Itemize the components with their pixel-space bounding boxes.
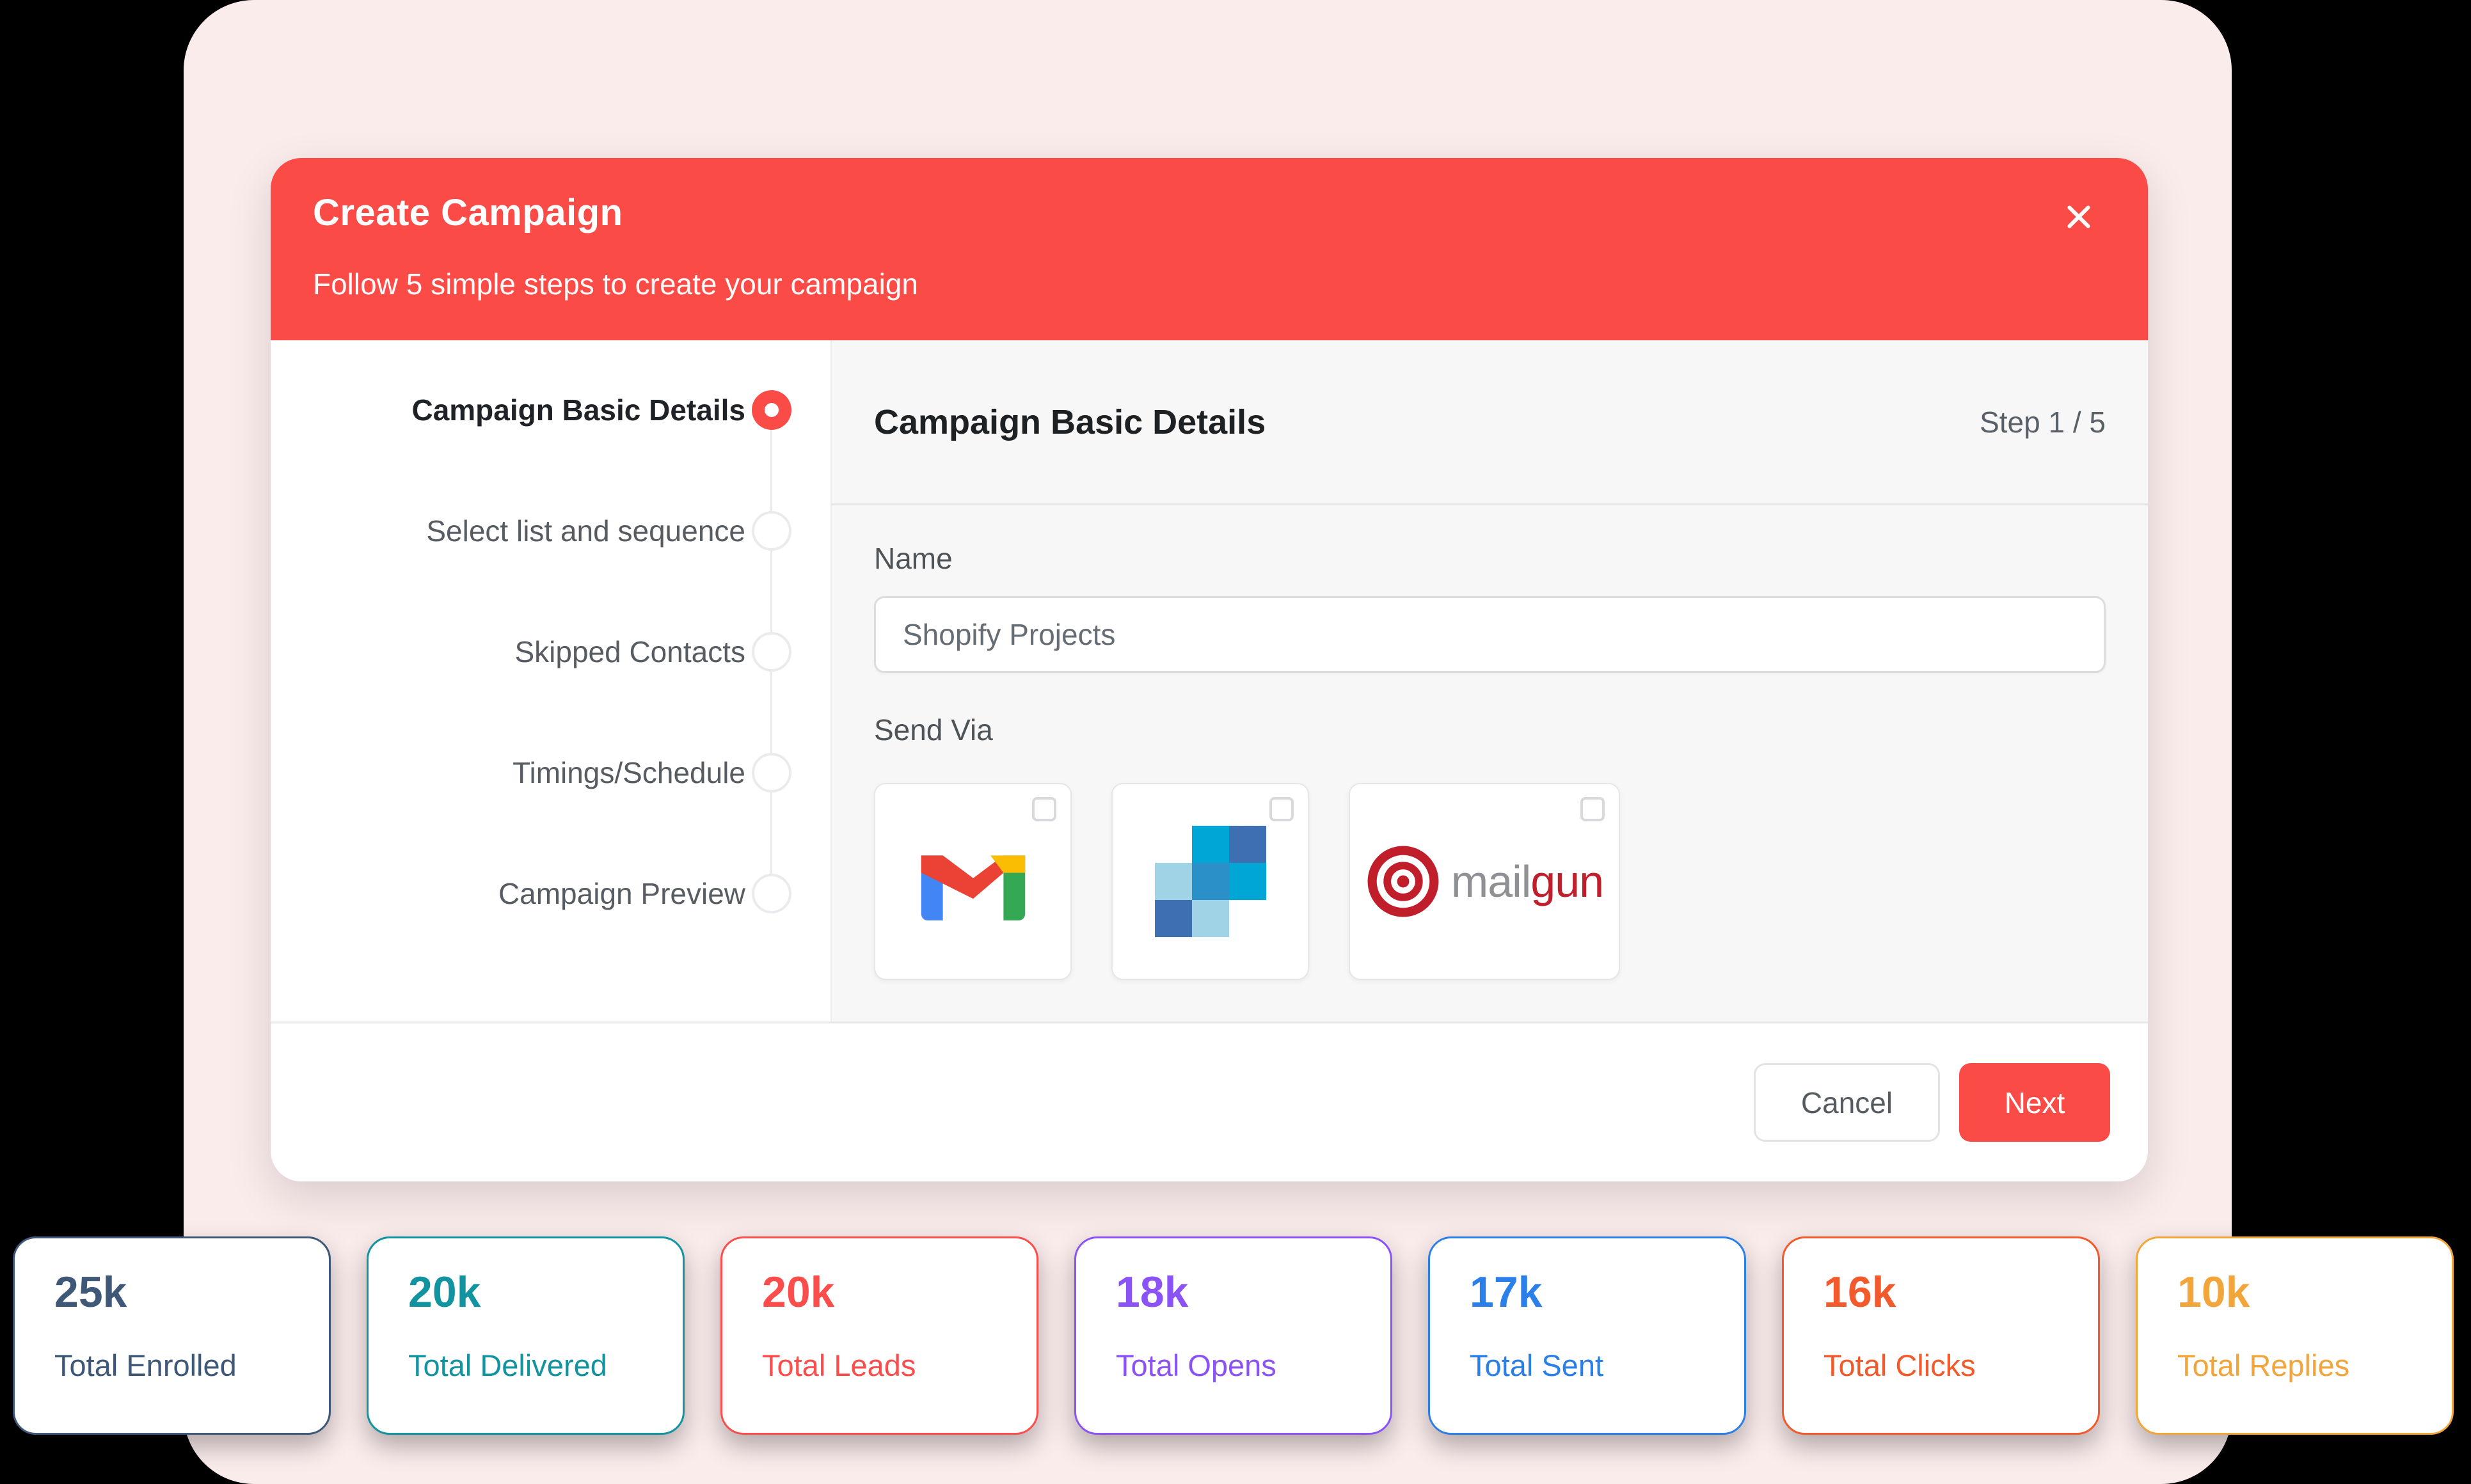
cancel-button[interactable]: Cancel [1754, 1063, 1940, 1142]
wizard-step-campaign-preview[interactable]: Campaign Preview [271, 874, 832, 913]
provider-checkbox[interactable] [1032, 797, 1056, 821]
step-circle-icon [752, 874, 791, 913]
stat-card-total-delivered: 20k Total Delivered [367, 1236, 685, 1435]
wizard-step-timings-schedule[interactable]: Timings/Schedule [271, 753, 832, 793]
close-icon [2067, 205, 2090, 228]
send-via-label: Send Via [874, 713, 993, 746]
step-label: Select list and sequence [426, 514, 745, 548]
mailgun-wordmark-gun: gun [1530, 856, 1604, 906]
stat-value: 25k [54, 1268, 127, 1316]
step-circle-icon [752, 632, 791, 672]
wizard-step-skipped-contacts[interactable]: Skipped Contacts [271, 632, 832, 672]
content-heading: Campaign Basic Details [874, 402, 1266, 441]
step-indicator: Step 1 / 5 [1980, 405, 2106, 439]
wizard-steps-panel: Campaign Basic Details Select list and s… [271, 340, 832, 1022]
create-campaign-modal: Create Campaign Follow 5 simple steps to… [271, 158, 2148, 1181]
stat-value: 17k [1470, 1268, 1543, 1316]
wizard-step-campaign-basic-details[interactable]: Campaign Basic Details [271, 390, 832, 430]
mailgun-logo: mailgun [1365, 844, 1604, 919]
gmail-icon [921, 855, 1025, 920]
step-circle-icon [752, 753, 791, 793]
modal-footer: Cancel Next [271, 1022, 2148, 1181]
stat-card-total-leads: 20k Total Leads [720, 1236, 1038, 1435]
campaign-name-input[interactable] [874, 596, 2106, 673]
step-label: Timings/Schedule [512, 756, 745, 789]
stat-label: Total Sent [1470, 1348, 1604, 1382]
modal-body: Campaign Basic Details Select list and s… [271, 340, 2148, 1022]
step-circle-icon [752, 511, 791, 551]
step-label: Campaign Basic Details [411, 393, 745, 427]
modal-subtitle: Follow 5 simple steps to create your cam… [313, 267, 918, 301]
close-button[interactable] [2060, 198, 2098, 236]
modal-title: Create Campaign [313, 192, 623, 233]
stat-value: 18k [1116, 1268, 1189, 1316]
mailgun-at-icon [1367, 846, 1439, 917]
provider-checkbox[interactable] [1580, 797, 1605, 821]
modal-header: Create Campaign Follow 5 simple steps to… [271, 158, 2148, 340]
stat-card-total-enrolled: 25k Total Enrolled [13, 1236, 331, 1435]
stat-label: Total Delivered [408, 1348, 607, 1382]
content-header: Campaign Basic Details Step 1 / 5 [832, 340, 2148, 505]
next-button[interactable]: Next [1959, 1063, 2110, 1142]
stat-label: Total Enrolled [54, 1348, 237, 1382]
stat-label: Total Opens [1116, 1348, 1276, 1382]
campaign-basic-details-form: Name Send Via [832, 505, 2148, 980]
step-label: Campaign Preview [498, 877, 745, 910]
send-via-provider-row: mailgun [874, 783, 2106, 980]
stat-label: Total Replies [2177, 1348, 2350, 1382]
stat-card-total-sent: 17k Total Sent [1428, 1236, 1746, 1435]
stat-label: Total Leads [762, 1348, 916, 1382]
mailgun-wordmark-mail: mail [1450, 856, 1531, 906]
provider-card-mailgun[interactable]: mailgun [1349, 783, 1620, 980]
stat-card-total-clicks: 16k Total Clicks [1782, 1236, 2100, 1435]
name-field-label: Name [874, 542, 953, 575]
step-content-panel: Campaign Basic Details Step 1 / 5 Name S… [832, 340, 2148, 1022]
stat-card-total-opens: 18k Total Opens [1074, 1236, 1392, 1435]
mailgun-wordmark: mailgun [1450, 856, 1604, 907]
stat-card-total-replies: 10k Total Replies [2136, 1236, 2454, 1435]
stat-value: 20k [762, 1268, 835, 1316]
step-active-dot-icon [752, 390, 791, 430]
stat-value: 20k [408, 1268, 481, 1316]
provider-checkbox[interactable] [1269, 797, 1294, 821]
step-label: Skipped Contacts [514, 635, 745, 668]
sendgrid-icon [1154, 826, 1266, 937]
provider-card-sendgrid[interactable] [1111, 783, 1309, 980]
provider-card-gmail[interactable] [874, 783, 1072, 980]
stat-label: Total Clicks [1823, 1348, 1976, 1382]
stat-value: 10k [2177, 1268, 2250, 1316]
wizard-step-select-list-and-sequence[interactable]: Select list and sequence [271, 511, 832, 551]
stat-value: 16k [1823, 1268, 1896, 1316]
